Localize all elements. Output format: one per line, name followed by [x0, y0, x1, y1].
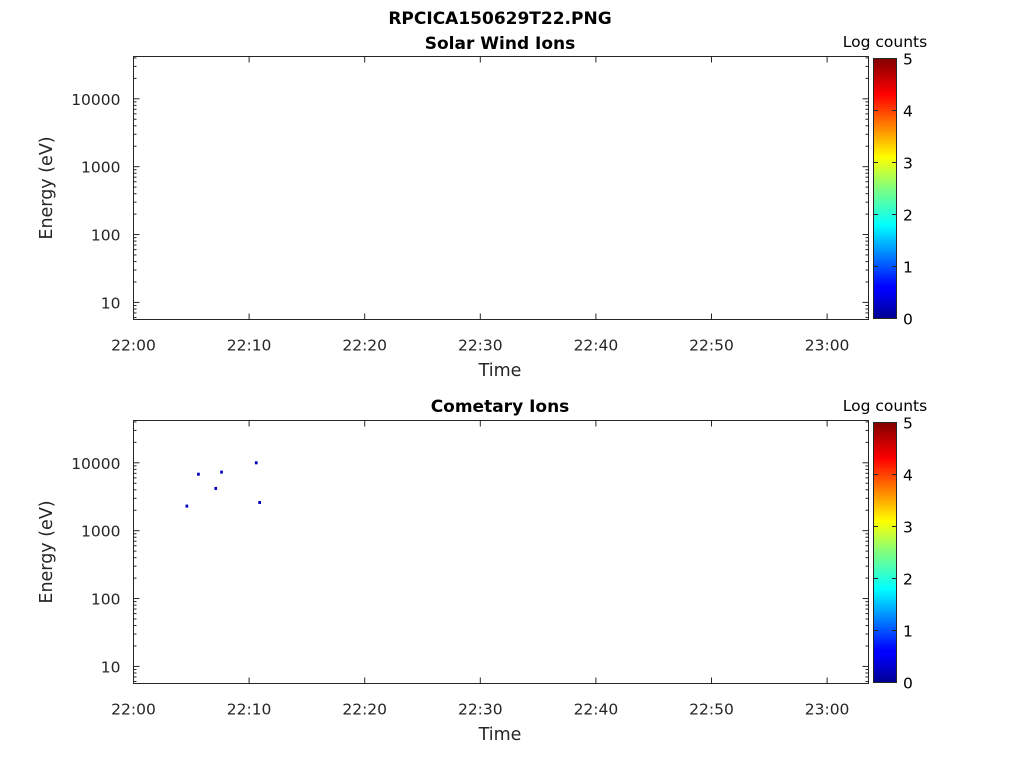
y-tick-label: 10000	[71, 91, 120, 109]
cometary-plot-frame	[133, 420, 869, 684]
y-tick-label: 1000	[81, 523, 120, 541]
cometary-colorbar-label: Log counts	[843, 397, 927, 415]
spectrogram-cell	[185, 504, 189, 508]
x-tick-label: 22:00	[111, 337, 156, 355]
spectrogram-cell	[254, 461, 258, 465]
solar-wind-colorbar-label: Log counts	[843, 33, 927, 51]
figure-title: RPCICA150629T22.PNG	[388, 9, 611, 29]
solar-wind-title: Solar Wind Ions	[425, 34, 576, 54]
x-tick-label: 22:40	[574, 337, 619, 355]
cometary-panel: Cometary Ions 22:00 22:10 22:20 22:30 22:40 2…	[37, 397, 927, 745]
cometary-y-axis: 10 100 1000 10000	[71, 421, 869, 682]
spectrogram-cell	[197, 472, 200, 476]
cometary-spectrogram	[185, 461, 261, 508]
colorbar-tick-label: 2	[903, 207, 913, 225]
solar-wind-panel: Solar Wind Ions 22:00 22:10 22:20 22:30 22:4…	[37, 33, 927, 381]
solar-wind-xlabel: Time	[478, 361, 522, 381]
x-tick-label: 22:10	[227, 701, 272, 719]
colorbar-tick-label: 0	[903, 675, 913, 693]
x-tick-label: 22:50	[689, 337, 734, 355]
y-tick-label: 1000	[81, 159, 120, 177]
cometary-title: Cometary Ions	[431, 397, 570, 417]
cometary-colorbar-frame	[873, 422, 897, 683]
x-tick-label: 22:10	[227, 337, 272, 355]
colorbar-tick-label: 1	[903, 259, 913, 277]
x-tick-label: 22:30	[458, 337, 503, 355]
colorbar-tick-label: 2	[903, 571, 913, 589]
spectrogram-cell	[214, 486, 218, 490]
solar-wind-plot-frame	[133, 56, 869, 320]
solar-wind-x-axis: 22:00 22:10 22:20 22:30 22:40 22:50 23:00	[111, 56, 850, 355]
solar-wind-ylabel: Energy (eV)	[37, 136, 57, 239]
colorbar-tick-label: 3	[903, 155, 913, 173]
x-tick-label: 22:40	[574, 701, 619, 719]
x-tick-label: 22:00	[111, 701, 156, 719]
cometary-xlabel: Time	[478, 725, 522, 745]
x-tick-label: 22:20	[342, 337, 387, 355]
colorbar-tick-label: 3	[903, 519, 913, 537]
colorbar-tick-label: 1	[903, 623, 913, 641]
spectrogram-cell	[220, 470, 223, 474]
y-tick-label: 10	[101, 658, 121, 676]
cometary-colorbar: Log counts 0 1 2 3 4 5	[843, 397, 927, 693]
x-tick-label: 23:00	[805, 337, 850, 355]
solar-wind-colorbar: Log counts 0 1 2 3 4 5	[843, 33, 927, 329]
solar-wind-y-axis: 10 100 1000 10000	[71, 57, 869, 318]
y-tick-label: 10	[101, 294, 121, 312]
y-tick-label: 10000	[71, 455, 120, 473]
x-tick-label: 22:30	[458, 701, 503, 719]
cometary-colorbar-ticks: 0 1 2 3 4 5	[873, 415, 913, 693]
x-tick-label: 23:00	[805, 701, 850, 719]
cometary-colorbar-gradient	[873, 422, 897, 683]
x-tick-label: 22:50	[689, 701, 734, 719]
y-tick-label: 100	[91, 227, 121, 245]
cometary-x-axis: 22:00 22:10 22:20 22:30 22:40 22:50 23:00	[111, 420, 850, 719]
solar-wind-colorbar-ticks: 0 1 2 3 4 5	[873, 51, 913, 329]
solar-wind-colorbar-gradient	[873, 58, 897, 319]
cometary-ylabel: Energy (eV)	[37, 500, 57, 603]
solar-wind-colorbar-frame	[873, 58, 897, 319]
colorbar-tick-label: 5	[903, 51, 913, 69]
colorbar-tick-label: 4	[903, 103, 913, 121]
colorbar-tick-label: 4	[903, 467, 913, 485]
x-tick-label: 22:20	[342, 701, 387, 719]
spectrogram-cell	[258, 501, 261, 504]
y-tick-label: 100	[91, 591, 121, 609]
colorbar-tick-label: 0	[903, 311, 913, 329]
colorbar-tick-label: 5	[903, 415, 913, 433]
